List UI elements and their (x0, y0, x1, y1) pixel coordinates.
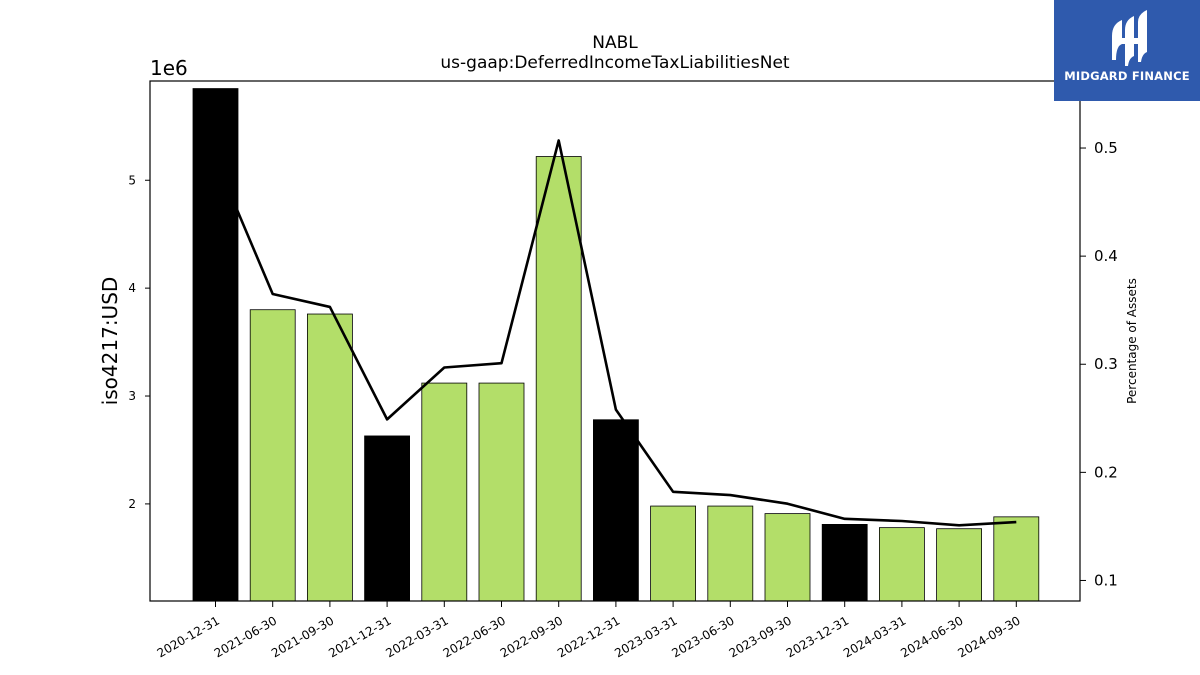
y-tick-label: 3 (128, 389, 136, 403)
x-tick-label: 2020-12-31 (155, 613, 222, 660)
x-tick-label: 2023-03-31 (612, 613, 679, 660)
y-axis-label: iso4217:USD (98, 277, 122, 406)
x-tick-label: 2022-03-31 (383, 613, 450, 660)
x-tick-label: 2023-06-30 (669, 613, 736, 660)
bar-2021-06-30 (249, 309, 296, 602)
y2-axis-label: Percentage of Assets (1125, 278, 1139, 404)
bar-2023-06-30 (707, 505, 754, 602)
plot-frame (149, 80, 1081, 602)
x-tick-label: 2023-12-31 (784, 613, 851, 660)
x-tick-label: 2024-06-30 (898, 613, 965, 660)
bar-2022-06-30 (478, 382, 525, 602)
chart-subtitle: us-gaap:DeferredIncomeTaxLiabilitiesNet (440, 53, 790, 73)
bar-2022-03-31 (421, 382, 468, 602)
x-tick-label: 2023-09-30 (727, 613, 794, 660)
y2-axis-ticks: 0.1 0.2 0.3 0.4 0.5 (1080, 139, 1118, 589)
x-tick-label: 2022-06-30 (441, 613, 508, 660)
bar-2022-09-30 (535, 156, 582, 602)
bar-2021-12-31 (364, 435, 411, 602)
y2-tick-label: 0.4 (1094, 247, 1118, 265)
x-tick-label: 2022-09-30 (498, 613, 565, 660)
bar-2023-12-31 (821, 524, 868, 602)
x-tick-label: 2021-06-30 (212, 613, 279, 660)
y2-tick-label: 0.2 (1094, 463, 1118, 481)
x-tick-label: 2024-03-31 (841, 613, 908, 660)
bar-2020-12-31 (192, 88, 239, 602)
y-tick-label: 4 (128, 281, 136, 295)
bar-2023-09-30 (764, 513, 811, 602)
x-tick-label: 2021-12-31 (326, 613, 393, 660)
logo-mark-icon (1112, 10, 1147, 66)
bar-2024-09-30 (993, 516, 1040, 602)
brand-logo: MIDGARD FINANCE (1054, 0, 1200, 101)
bar-2024-03-31 (879, 527, 925, 602)
bar-series (192, 88, 1040, 602)
x-axis-ticks: 2020-12-312021-06-302021-09-302021-12-31… (155, 601, 1023, 660)
y2-tick-label: 0.5 (1094, 139, 1118, 157)
y-tick-label: 5 (128, 173, 136, 187)
bar-2023-03-31 (650, 505, 696, 602)
y-axis-offset-label: 1e6 (150, 56, 188, 80)
logo-text: MIDGARD FINANCE (1064, 69, 1190, 83)
line-series (214, 139, 1017, 527)
bar-2024-06-30 (936, 528, 982, 602)
bar-2022-12-31 (593, 419, 639, 602)
x-tick-label: 2021-09-30 (269, 613, 336, 660)
chart-title: NABL (592, 33, 638, 53)
x-tick-label: 2024-09-30 (955, 613, 1022, 660)
x-tick-label: 2022-12-31 (555, 613, 622, 660)
percentage-line (214, 139, 1017, 527)
bar-2021-09-30 (306, 313, 353, 602)
y2-tick-label: 0.3 (1094, 355, 1118, 373)
y-axis-ticks: 2 3 4 5 (128, 173, 150, 511)
y2-tick-label: 0.1 (1094, 571, 1118, 589)
y-tick-label: 2 (128, 497, 136, 511)
